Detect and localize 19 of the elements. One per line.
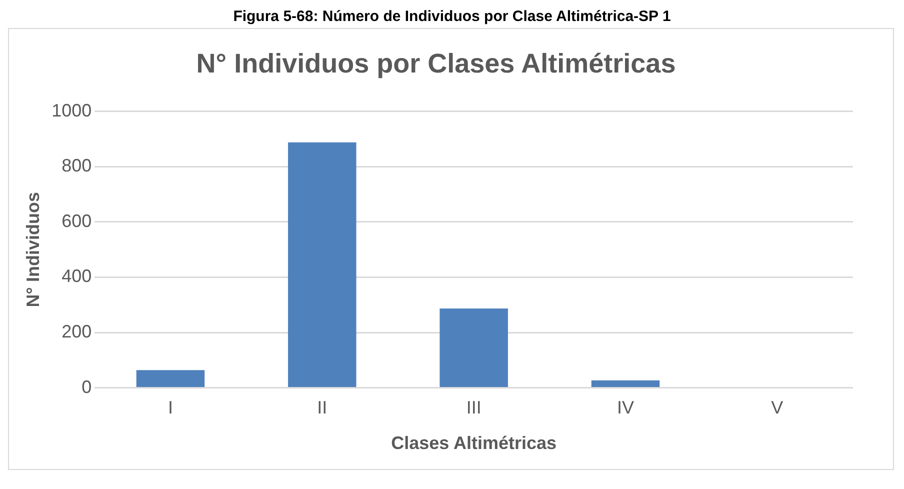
bar xyxy=(136,370,205,388)
y-tick-label: 400 xyxy=(62,266,92,286)
x-tick-label: III xyxy=(466,398,482,418)
y-tick-label: 800 xyxy=(62,156,92,176)
x-tick-label: II xyxy=(317,398,328,418)
y-tick-label: 600 xyxy=(62,210,92,231)
x-tick-label: V xyxy=(771,398,784,418)
x-axis-title: Clases Altimétricas xyxy=(391,433,557,454)
bar xyxy=(591,380,660,388)
text: Figura 5-68: Número de Individuos por Clase Altimétrica-SP 1 xyxy=(232,8,672,27)
x-tick-label: I xyxy=(168,398,173,418)
y-axis-title: N° Individuos xyxy=(22,192,43,308)
bar xyxy=(440,308,508,388)
chart-title: N° Individuos por Clases Altimétricas xyxy=(196,48,676,79)
x-tick-label: IV xyxy=(616,398,634,418)
y-tick-label: 0 xyxy=(82,376,92,397)
y-tick-label: 200 xyxy=(62,321,92,342)
y-tick-label: 1000 xyxy=(52,100,92,120)
bar xyxy=(288,142,356,388)
